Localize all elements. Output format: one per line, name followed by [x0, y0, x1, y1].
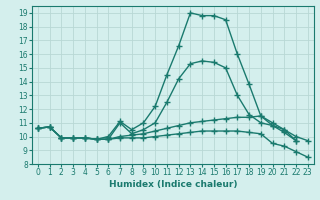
X-axis label: Humidex (Indice chaleur): Humidex (Indice chaleur): [108, 180, 237, 189]
